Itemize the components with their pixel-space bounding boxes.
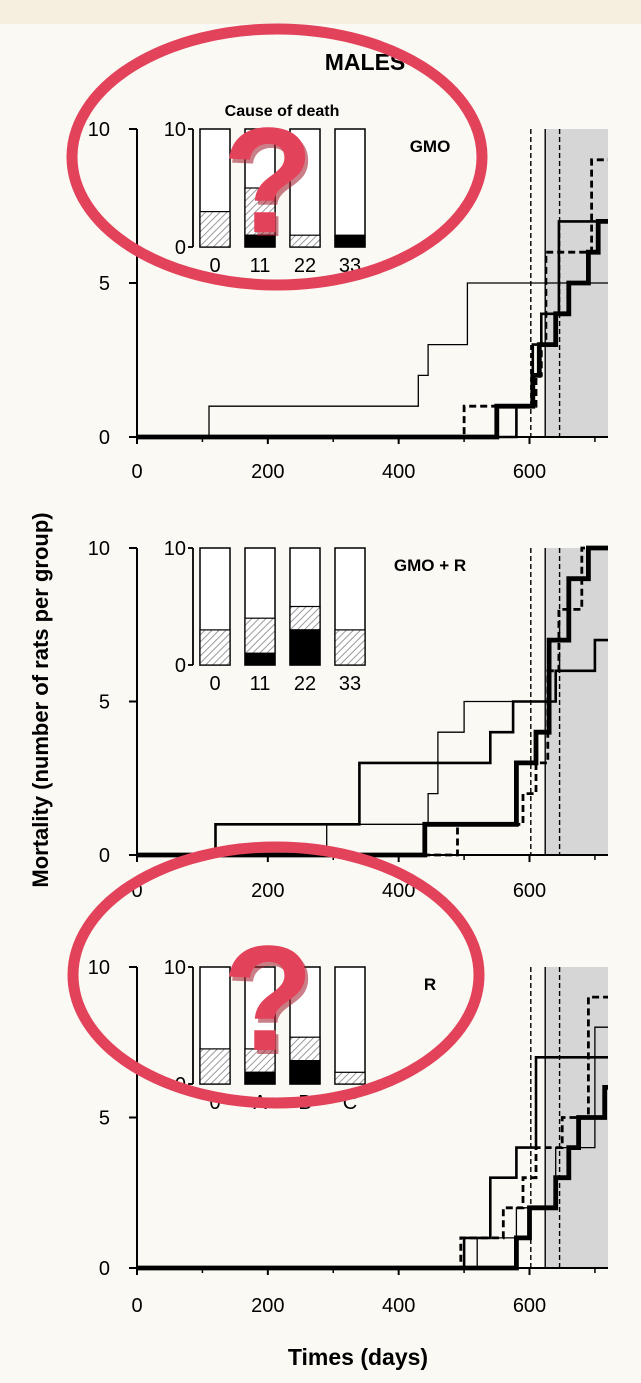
inset-black-segment (290, 630, 320, 665)
question-mark-icon: ?? (222, 96, 317, 268)
question-mark-icon: ?? (222, 914, 317, 1086)
inset-black-segment (335, 235, 365, 247)
y-tick-label: 10 (88, 957, 110, 979)
x-tick-label: 200 (251, 880, 284, 902)
x-tick-label: 0 (131, 461, 142, 483)
inset-y-tick-label: 10 (164, 957, 186, 979)
inset-y-tick-label: 10 (164, 119, 186, 141)
inset-y-tick-label: 0 (175, 655, 186, 677)
inset-y-tick-label: 0 (175, 237, 186, 259)
x-tick-label: 600 (513, 1295, 546, 1317)
inset-category-label: 11 (250, 673, 271, 695)
panel-label: R (424, 975, 436, 994)
inset-black-segment (245, 653, 275, 665)
panel-label: GMO (410, 137, 451, 156)
y-tick-label: 5 (99, 273, 110, 295)
question-mark-glyph: ? (222, 914, 314, 1082)
x-axis-label: Times (days) (288, 1344, 428, 1370)
inset-y-tick-label: 10 (164, 538, 186, 560)
x-tick-label: 400 (382, 461, 415, 483)
x-tick-label: 0 (131, 1295, 142, 1317)
x-tick-label: 600 (513, 461, 546, 483)
y-axis-label: Mortality (number of rats per group) (28, 512, 53, 887)
x-tick-label: 200 (251, 1295, 284, 1317)
inset-category-label: 22 (294, 673, 316, 695)
x-tick-label: 400 (382, 1295, 415, 1317)
inset-hatched-segment (290, 607, 320, 630)
inset-bar-frame (335, 967, 365, 1084)
panel-label: GMO + R (394, 556, 466, 575)
y-tick-label: 5 (99, 1108, 110, 1130)
inset-bar-frame (335, 129, 365, 247)
y-tick-label: 0 (99, 845, 110, 867)
y-tick-label: 0 (99, 1258, 110, 1280)
x-tick-label: 200 (251, 461, 284, 483)
inset-hatched-segment (335, 1072, 365, 1084)
y-tick-label: 0 (99, 427, 110, 449)
y-tick-label: 10 (88, 538, 110, 560)
question-mark-glyph: ? (222, 96, 314, 264)
inset-category-label: 33 (339, 673, 361, 695)
inset-hatched-segment (335, 630, 365, 665)
y-tick-label: 5 (99, 692, 110, 714)
inset-hatched-segment (245, 618, 275, 653)
cause-of-death-inset: 0 11 22 33 0 10 (164, 538, 367, 709)
y-tick-label: 10 (88, 119, 110, 141)
x-tick-label: 600 (513, 880, 546, 902)
inset-hatched-segment (200, 630, 230, 665)
inset-category-label: 0 (209, 673, 220, 695)
